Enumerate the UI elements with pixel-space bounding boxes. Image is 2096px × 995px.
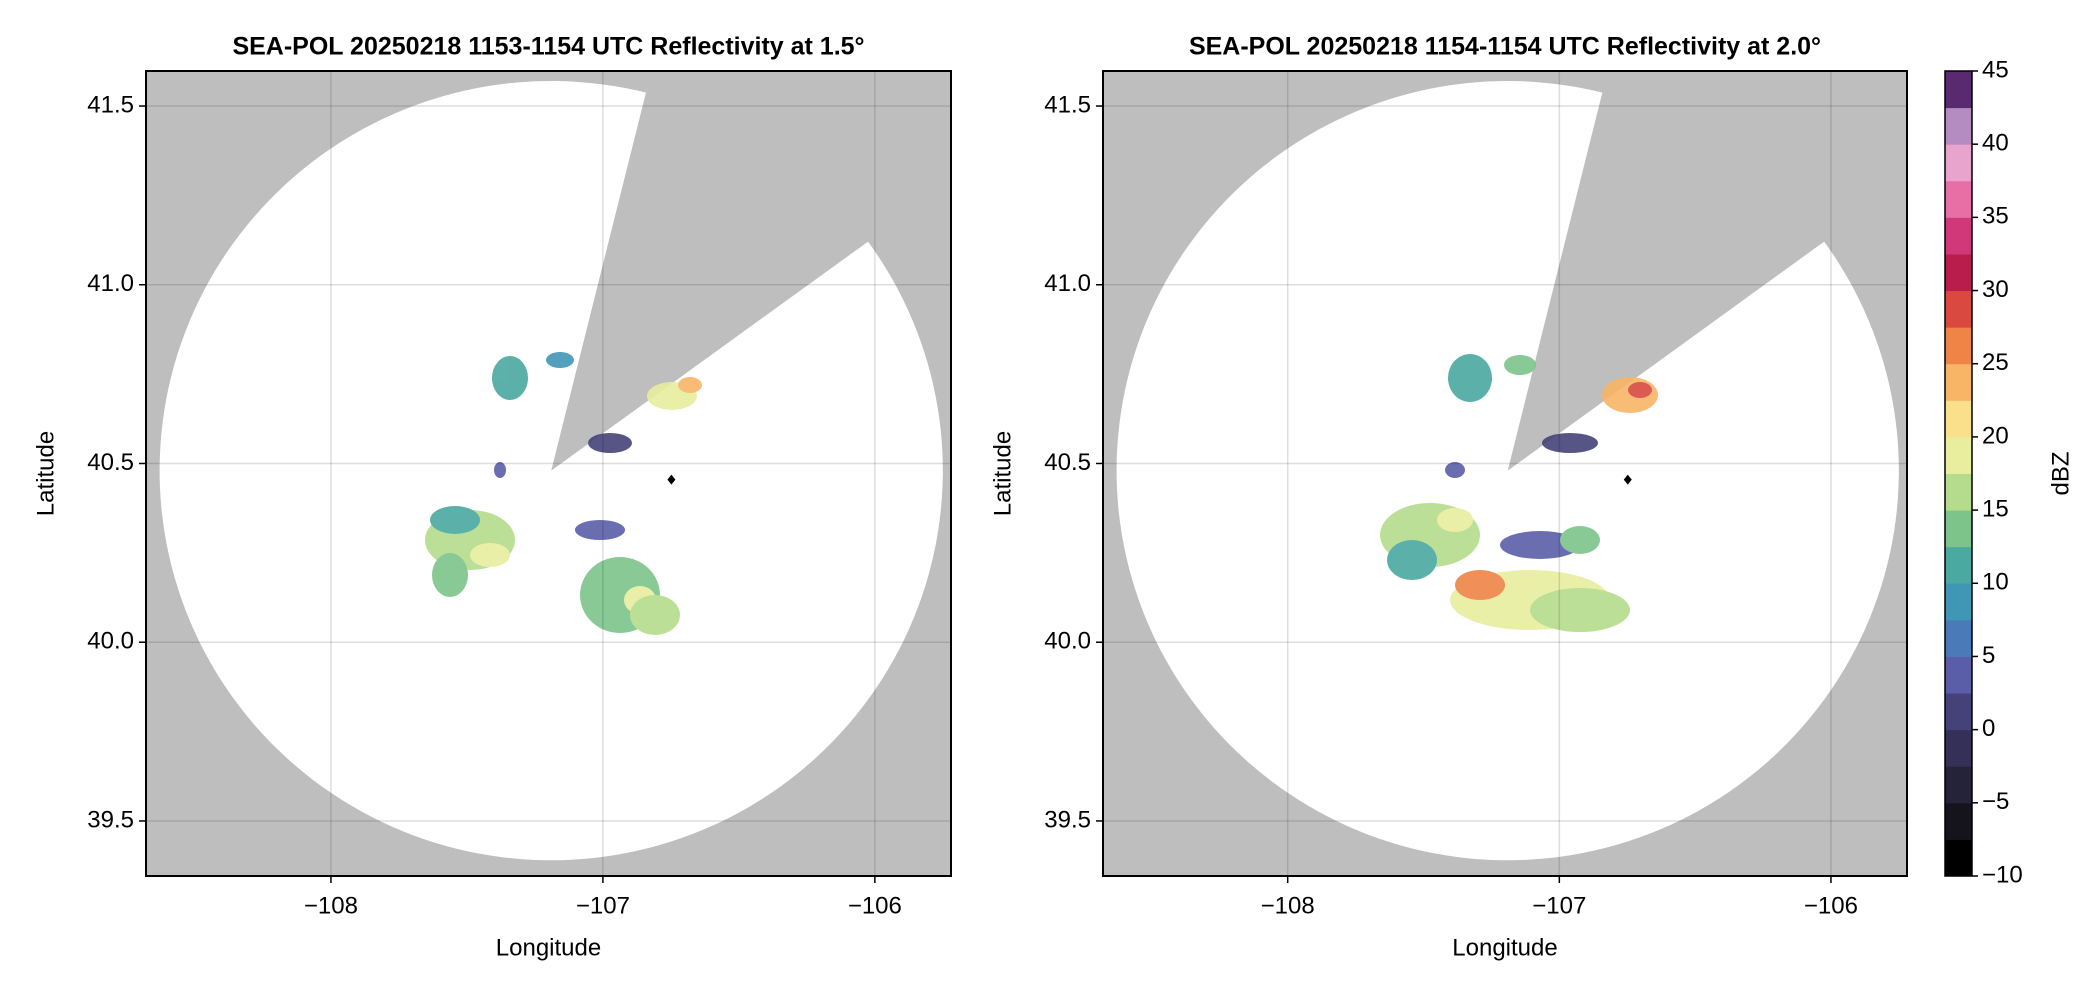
colorbar-segment [1945,363,1972,401]
y-tick-label: 39.5 [1044,806,1091,833]
y-tick-label: 41.5 [1044,91,1091,118]
y-axis-label: Latitude [32,431,59,516]
x-tick-label: −108 [1261,892,1315,919]
colorbar-segment [1945,693,1972,731]
colorbar-tick-label: 35 [1982,203,2009,230]
y-tick-label: 41.0 [87,270,134,297]
axes-frame [1102,70,1908,877]
colorbar-segment [1945,290,1972,328]
y-tick-label: 39.5 [87,806,134,833]
y-tick-label: 40.5 [1044,449,1091,476]
y-tick-label: 40.0 [1044,628,1091,655]
colorbar-tick-label: −10 [1982,861,2023,888]
colorbar-tick-label: 5 [1982,642,1995,669]
y-axis-label: Latitude [989,431,1016,516]
radar-coverage [159,81,943,861]
x-tick-label: −106 [848,892,902,919]
colorbar-segment [1945,327,1972,365]
colorbar-segment [1945,217,1972,255]
colorbar-segment [1945,802,1972,840]
y-tick-label: 41.0 [1044,270,1091,297]
colorbar-segment [1945,71,1972,109]
y-tick-label: 40.0 [87,628,134,655]
colorbar-segment [1945,436,1972,474]
echoes [1380,354,1658,632]
colorbar-tick-label: 20 [1982,422,2009,449]
axes-frame [145,70,952,877]
colorbar-segment [1945,546,1972,584]
colorbar-tick-label: 40 [1982,130,2009,157]
colorbar-tick-label: −5 [1982,788,2009,815]
x-tick-label: −107 [1532,892,1586,919]
radar-site [1623,474,1632,485]
colorbar-segment [1945,656,1972,694]
y-tick-label: 40.5 [87,449,134,476]
radar-coverage [1116,81,1899,861]
colorbar-label: dBZ [2047,451,2074,495]
plot-area [146,71,951,876]
colorbar-segment [1945,144,1972,182]
radar-site [667,474,676,485]
colorbar-segment [1945,473,1972,511]
colorbar-segment [1945,619,1972,657]
x-axis-label: Longitude [496,934,601,961]
colorbar-segment [1945,729,1972,767]
x-tick-label: −106 [1804,892,1858,919]
chart-title: SEA-POL 20250218 1153-1154 UTC Reflectiv… [232,33,864,61]
colorbar-segment [1945,766,1972,804]
colorbar-segment [1945,253,1972,292]
echoes [425,352,702,635]
colorbar-frame [1944,70,1973,877]
chart-title: SEA-POL 20250218 1154-1154 UTC Reflectiv… [1189,33,1821,61]
colorbar-tick-label: 45 [1982,56,2009,83]
colorbar-tick-label: 0 [1982,715,1995,742]
plot-area [1103,71,1907,876]
colorbar-segment [1945,180,1972,218]
colorbar-segment [1945,107,1972,145]
colorbar-tick-label: 15 [1982,495,2009,522]
colorbar-tick-label: 10 [1982,569,2009,596]
y-tick-label: 41.5 [87,91,134,118]
colorbar-segment [1945,400,1972,438]
colorbar-segment [1945,583,1972,621]
x-axis-label: Longitude [1452,934,1557,961]
x-tick-label: −107 [576,892,630,919]
colorbar-tick-label: 30 [1982,276,2009,303]
x-tick-label: −108 [304,892,358,919]
colorbar-segment [1945,839,1972,877]
colorbar-tick-label: 25 [1982,349,2009,376]
colorbar-segment [1945,510,1972,548]
